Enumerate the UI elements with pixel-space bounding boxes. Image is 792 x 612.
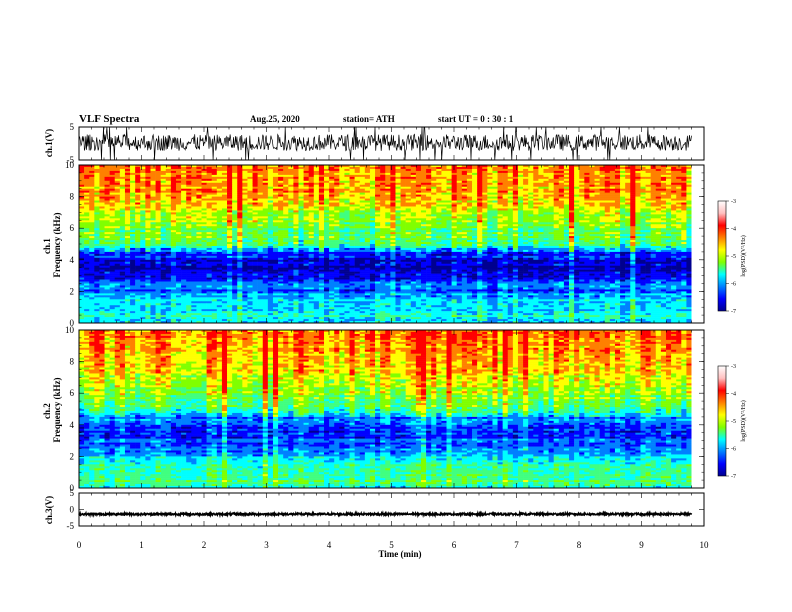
axis-ticks: 0 1 2 3 4 5 6 7 8 9 105-50246810024681050-5-3-4-5-… bbox=[65, 122, 736, 550]
x-tick-label: 9 bbox=[639, 540, 644, 550]
y-tick-label: 6 bbox=[70, 223, 75, 233]
ch2-colorbar-label: log(PSD)(V²/Hz) bbox=[740, 400, 747, 441]
y-tick-label: 5 bbox=[70, 122, 75, 132]
ch1-spectrogram-ylabel-line2: Frequency (kHz) bbox=[52, 212, 62, 277]
x-tick-label: 7 bbox=[514, 540, 519, 550]
ch1-waveform-panel bbox=[78, 126, 692, 160]
colorbar-tick-label: -3 bbox=[731, 364, 736, 370]
x-tick-label: 8 bbox=[577, 540, 582, 550]
x-tick-label: 4 bbox=[327, 540, 332, 550]
y-tick-label: 0 bbox=[70, 505, 75, 515]
colorbar-tick-label: -6 bbox=[731, 282, 736, 288]
y-tick-label: -5 bbox=[67, 521, 75, 531]
colorbar-tick-label: -7 bbox=[731, 309, 736, 315]
y-tick-label: 5 bbox=[70, 488, 75, 498]
x-tick-label: 6 bbox=[452, 540, 457, 550]
y-tick-label: 6 bbox=[70, 388, 75, 398]
y-tick-label: 2 bbox=[70, 286, 75, 296]
ch1-colorbar-label: log(PSD)(V²/Hz) bbox=[740, 235, 747, 276]
x-tick-label: 2 bbox=[202, 540, 207, 550]
y-tick-label: -5 bbox=[67, 155, 75, 165]
x-tick-label: 3 bbox=[264, 540, 269, 550]
ch2-spectrogram-channel-label: ch.2 Frequency (kHz) bbox=[42, 377, 62, 442]
colorbar-tick-label: -6 bbox=[731, 447, 736, 453]
colorbar-tick-label: -7 bbox=[731, 474, 736, 480]
y-tick-label: 8 bbox=[70, 192, 75, 202]
ch2-spectrogram-panel bbox=[79, 330, 704, 488]
x-tick-label: 0 bbox=[77, 540, 82, 550]
colorbar-tick-label: -4 bbox=[731, 227, 736, 233]
y-tick-label: 2 bbox=[70, 451, 75, 461]
ch1-waveform-ylabel: ch.1(V) bbox=[44, 129, 54, 157]
ch2-colorbar bbox=[717, 365, 727, 477]
ch3-waveform-panel bbox=[78, 510, 693, 519]
ch1-colorbar bbox=[717, 200, 727, 312]
station-label: station= ATH bbox=[343, 114, 395, 124]
x-tick-label: 10 bbox=[700, 540, 710, 550]
colorbar-tick-label: -4 bbox=[731, 392, 736, 398]
x-tick-label: 1 bbox=[139, 540, 144, 550]
y-tick-label: 0 bbox=[70, 483, 75, 493]
ch2-spectrogram-ylabel-line2: Frequency (kHz) bbox=[52, 377, 62, 442]
colorbar-tick-label: -3 bbox=[731, 199, 736, 205]
y-tick-label: 10 bbox=[65, 325, 75, 335]
x-axis-label: Time (min) bbox=[378, 549, 421, 559]
date-label: Aug.25, 2020 bbox=[250, 114, 300, 124]
figure-title: VLF Spectra bbox=[79, 113, 140, 125]
ch1-spectrogram-ylabel-line1: ch.1 bbox=[42, 238, 52, 254]
ch1-spectrogram-channel-label: ch.1 Frequency (kHz) bbox=[42, 212, 62, 277]
start-time-label: start UT = 0 : 30 : 1 bbox=[438, 114, 514, 124]
ch1-spectrogram-panel bbox=[79, 165, 704, 323]
y-tick-label: 10 bbox=[65, 160, 75, 170]
x-tick-label: 5 bbox=[389, 540, 394, 550]
y-tick-label: 4 bbox=[70, 420, 75, 430]
y-tick-label: 0 bbox=[70, 318, 75, 328]
colorbar-tick-label: -5 bbox=[731, 254, 736, 260]
y-tick-label: 8 bbox=[70, 357, 75, 367]
colorbar-tick-label: -5 bbox=[731, 419, 736, 425]
ch2-spectrogram-ylabel-line1: ch.2 bbox=[42, 403, 52, 419]
y-tick-label: 4 bbox=[70, 255, 75, 265]
ch3-waveform-ylabel: ch.3(V) bbox=[44, 496, 54, 524]
